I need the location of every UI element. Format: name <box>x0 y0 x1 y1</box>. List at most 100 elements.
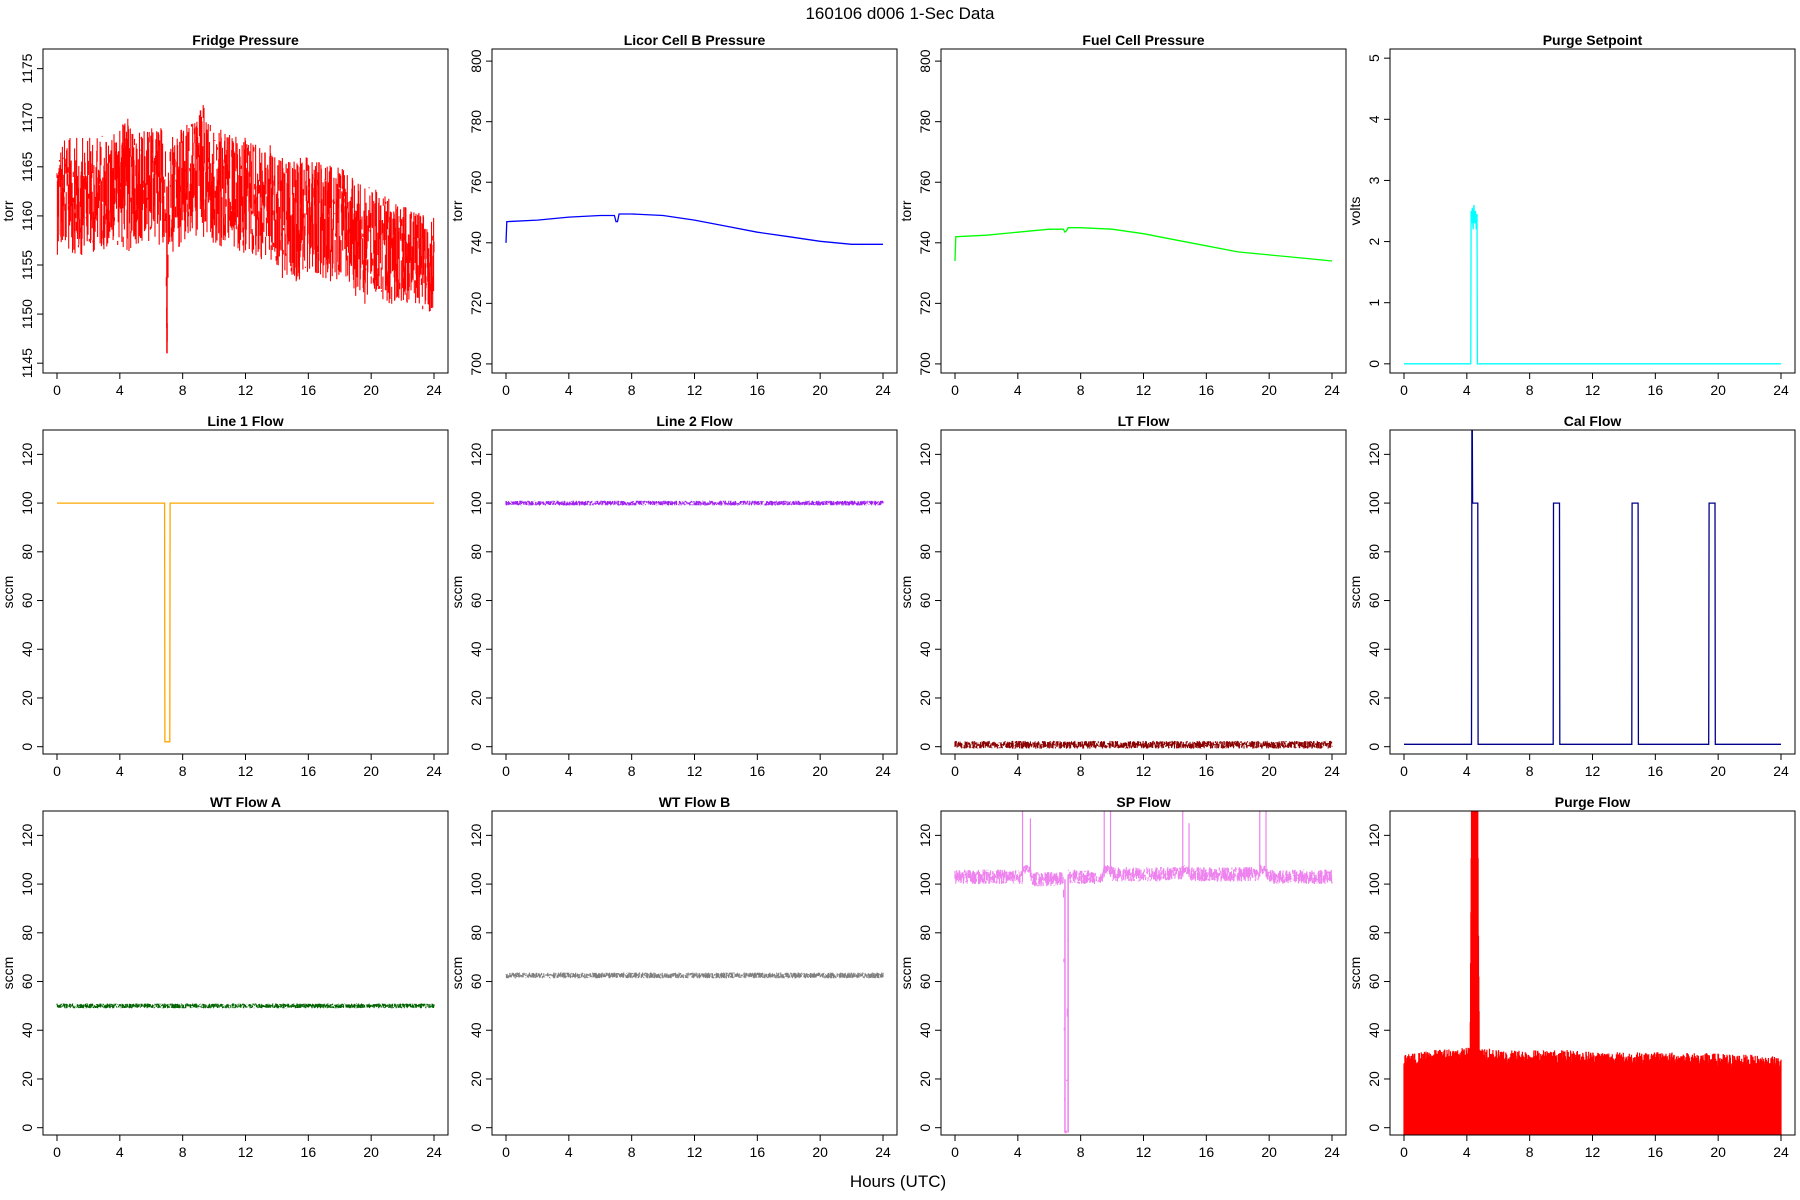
y-tick-label: 700 <box>468 352 484 376</box>
y-tick-label: 80 <box>468 544 484 560</box>
y-tick-label: 80 <box>917 925 933 941</box>
x-tick-label: 24 <box>1324 763 1340 779</box>
panel-9: WT Flow B sccm 0 4 8 12 16 20 24 0 20 40 60 80 100 120 <box>449 794 898 1160</box>
x-tick-label: 8 <box>1526 763 1534 779</box>
x-tick-label: 24 <box>1324 382 1340 398</box>
x-tick-label: 24 <box>1773 763 1789 779</box>
panel-5: Line 2 Flow sccm 0 4 8 12 16 20 24 0 20 40 60 80 100 12… <box>449 413 898 779</box>
y-tick-label: 120 <box>19 823 35 847</box>
y-tick-label: 20 <box>917 1071 933 1087</box>
x-tick-label: 4 <box>1463 1144 1471 1160</box>
y-axis-label: sccm <box>898 576 914 609</box>
series-trace <box>954 740 1333 749</box>
x-tick-label: 20 <box>1710 1144 1726 1160</box>
x-tick-label: 4 <box>116 763 124 779</box>
y-tick-label: 20 <box>19 1071 35 1087</box>
plot-area <box>505 213 883 245</box>
plot-frame <box>940 810 1347 1136</box>
series-trace <box>56 1003 435 1009</box>
x-tick-label: 0 <box>1400 763 1408 779</box>
y-tick-label: 1 <box>1366 299 1382 307</box>
plot-frame <box>42 810 449 1136</box>
y-tick-label: 780 <box>917 110 933 134</box>
x-tick-label: 24 <box>1773 1144 1789 1160</box>
x-tick-label: 0 <box>502 1144 510 1160</box>
y-tick-label: 2 <box>1366 237 1382 245</box>
x-tick-label: 4 <box>1014 763 1022 779</box>
y-tick-label: 40 <box>917 1022 933 1038</box>
panel-11: Purge Flow sccm 0 4 8 12 16 20 24 0 20 40 60 80 100 120 <box>1347 794 1796 1160</box>
plot-frame <box>491 429 898 755</box>
plot-area <box>1403 811 1782 1135</box>
y-tick-label: 20 <box>468 690 484 706</box>
y-axis-label: sccm <box>449 957 465 990</box>
panel-title: Purge Setpoint <box>1543 32 1643 48</box>
series-trace <box>505 500 884 506</box>
x-tick-label: 12 <box>238 382 254 398</box>
panel-title: Fuel Cell Pressure <box>1082 32 1204 48</box>
panel-title: LT Flow <box>1118 413 1170 429</box>
x-tick-label: 24 <box>875 1144 891 1160</box>
x-tick-label: 4 <box>565 382 573 398</box>
plot-frame <box>491 48 898 374</box>
y-tick-label: 40 <box>468 1022 484 1038</box>
plot-area <box>954 811 1333 1134</box>
x-tick-label: 12 <box>1136 382 1152 398</box>
x-tick-label: 16 <box>1648 382 1664 398</box>
y-tick-label: 700 <box>917 352 933 376</box>
x-tick-label: 0 <box>951 382 959 398</box>
x-tick-label: 24 <box>426 1144 442 1160</box>
x-tick-label: 8 <box>628 763 636 779</box>
x-tick-label: 8 <box>179 1144 187 1160</box>
y-tick-label: 1160 <box>19 201 35 231</box>
y-tick-label: 100 <box>1366 491 1382 515</box>
y-tick-label: 20 <box>1366 1071 1382 1087</box>
panel-10: SP Flow sccm 0 4 8 12 16 20 24 0 20 40 60 80 100 120 <box>898 794 1347 1160</box>
plot-frame <box>940 48 1347 374</box>
figure-title: 160106 d006 1-Sec Data <box>805 4 995 23</box>
y-tick-label: 780 <box>468 110 484 134</box>
panel-8: WT Flow A sccm 0 4 8 12 16 20 24 0 20 40 60 80 100 120 <box>0 794 449 1160</box>
plot-frame <box>491 810 898 1136</box>
y-tick-label: 1155 <box>19 250 35 280</box>
x-tick-label: 20 <box>812 382 828 398</box>
panel-title: Licor Cell B Pressure <box>624 32 766 48</box>
x-tick-label: 20 <box>363 1144 379 1160</box>
y-axis-label: sccm <box>0 576 16 609</box>
series-line <box>57 502 434 743</box>
panel-4: Line 1 Flow sccm 0 4 8 12 16 20 24 0 20 40 60 80 100 12… <box>0 413 449 779</box>
x-tick-label: 12 <box>687 763 703 779</box>
y-tick-label: 100 <box>917 872 933 896</box>
plot-area <box>57 502 434 743</box>
y-tick-label: 760 <box>468 170 484 194</box>
series-line <box>505 213 883 245</box>
y-tick-label: 1165 <box>19 152 35 182</box>
x-tick-label: 4 <box>1463 763 1471 779</box>
y-axis-label: sccm <box>449 576 465 609</box>
plot-frame <box>42 429 449 755</box>
y-tick-label: 720 <box>917 291 933 315</box>
plot-area <box>1404 204 1781 365</box>
plot-frame <box>1389 48 1796 374</box>
plot-area <box>505 972 884 979</box>
x-tick-label: 20 <box>1710 763 1726 779</box>
x-tick-label: 0 <box>53 763 61 779</box>
x-tick-label: 20 <box>1261 382 1277 398</box>
x-tick-label: 4 <box>116 382 124 398</box>
x-tick-label: 4 <box>1463 382 1471 398</box>
x-tick-label: 16 <box>1199 763 1215 779</box>
y-tick-label: 100 <box>917 491 933 515</box>
y-tick-label: 80 <box>468 925 484 941</box>
x-tick-label: 20 <box>812 763 828 779</box>
y-tick-label: 40 <box>1366 1022 1382 1038</box>
y-axis-label: sccm <box>1347 576 1363 609</box>
y-tick-label: 0 <box>468 743 484 751</box>
x-tick-label: 12 <box>1136 1144 1152 1160</box>
x-tick-label: 20 <box>363 382 379 398</box>
y-tick-label: 100 <box>468 491 484 515</box>
x-tick-label: 0 <box>1400 1144 1408 1160</box>
y-tick-label: 1175 <box>19 53 35 83</box>
y-tick-label: 80 <box>19 544 35 560</box>
y-tick-label: 3 <box>1366 176 1382 184</box>
